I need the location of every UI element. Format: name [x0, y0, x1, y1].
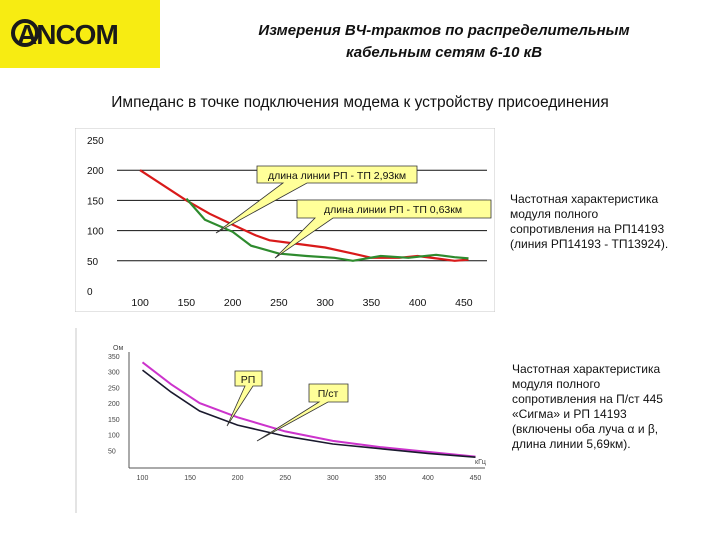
- logo-ring: [11, 19, 39, 47]
- chart-2-svg: Ом кГц 350 300 250 200 150 100 50 100 150 200 250 3…: [75, 328, 486, 513]
- x-tick-label: 450: [470, 475, 482, 482]
- impedance-chart-1: 250 200 150 100 50 0 100 150 200 250 300 350 400 450…: [74, 127, 496, 317]
- caption-2-line: модуля полного: [512, 377, 601, 391]
- x-tick-label: 350: [375, 475, 387, 482]
- x-tick-label: 400: [409, 297, 427, 309]
- y-tick-label: 50: [108, 448, 116, 455]
- chart-2-caption: Частотная характеристика модуля полного …: [512, 362, 663, 452]
- callout-shape: [256, 383, 349, 442]
- x-tick-label: 300: [316, 297, 334, 309]
- y-tick-label: 0: [87, 287, 93, 298]
- x-tick-label: 150: [178, 297, 196, 309]
- x-tick-label: 150: [184, 475, 196, 482]
- series-line-rp: [142, 369, 476, 458]
- y-tick-label: 150: [87, 196, 104, 207]
- series-line-0-63km: [185, 197, 469, 262]
- y-tick-label: 200: [108, 401, 120, 408]
- title-line-1: Измерения ВЧ-трактов по распределительны…: [258, 22, 630, 39]
- y-tick-label: 100: [108, 433, 120, 440]
- chart-1-caption: Частотная характеристика модуля полного …: [510, 192, 668, 252]
- y-tick-label: 100: [87, 227, 104, 238]
- x-tick-label: 300: [327, 475, 339, 482]
- x-tick-label: 200: [232, 475, 244, 482]
- logo-text: ANCOM: [17, 19, 118, 50]
- caption-1-line: сопротивления на РП14193: [510, 222, 665, 236]
- caption-2-line: (включены оба луча α и β,: [512, 422, 659, 436]
- caption-1-line: Частотная характеристика: [510, 192, 659, 206]
- callout-shape: [215, 165, 418, 234]
- callout-label: РП: [241, 374, 256, 386]
- y-tick-label: 300: [108, 370, 120, 377]
- caption-1-line: модуля полного: [510, 207, 599, 221]
- y-tick-label: 250: [108, 385, 120, 392]
- y-unit-label: Ом: [113, 345, 123, 352]
- ancom-logo: ANCOM: [0, 0, 160, 68]
- caption-1-line: (линия РП14193 - ТП13924).: [510, 237, 669, 251]
- caption-2-line: Частотная характеристика: [512, 362, 661, 376]
- x-tick-label: 400: [422, 475, 434, 482]
- x-tick-label: 200: [224, 297, 242, 309]
- x-tick-label: 250: [270, 297, 288, 309]
- x-unit-label: кГц: [475, 459, 486, 466]
- chart-1-frame: [74, 127, 496, 313]
- y-tick-label: 350: [108, 354, 120, 361]
- caption-2-line: длина линии 5,69км).: [512, 437, 631, 451]
- chart-1-svg: 250 200 150 100 50 0 100 150 200 250 300 350 400 450…: [74, 127, 496, 313]
- caption-2-line: «Сигма» и РП 14193: [512, 407, 627, 421]
- callout-label: длина линии РП - ТП 2,93км: [268, 170, 406, 182]
- x-tick-label: 100: [131, 297, 149, 309]
- x-tick-label: 100: [137, 475, 149, 482]
- callout-shape: [226, 370, 263, 427]
- title-line-2: кабельным сетям 6-10 кВ: [345, 44, 543, 61]
- callout-label: П/ст: [318, 388, 339, 400]
- y-tick-label: 150: [108, 417, 120, 424]
- x-tick-label: 350: [363, 297, 381, 309]
- impedance-chart-2: Ом кГц 350 300 250 200 150 100 50 100 150 200 250 3…: [75, 328, 495, 518]
- y-tick-label: 200: [87, 166, 104, 177]
- series-line-2-93km: [139, 169, 469, 262]
- x-tick-label: 450: [455, 297, 473, 309]
- caption-2-line: сопротивления на П/ст 445: [512, 392, 663, 406]
- y-tick-label: 250: [87, 136, 104, 147]
- callout-label: длина линии РП - ТП 0,63км: [324, 204, 462, 216]
- callout-shape: [274, 199, 492, 259]
- series-line-pst: [141, 361, 476, 458]
- x-tick-label: 250: [279, 475, 291, 482]
- page-subtitle: Импеданс в точке подключения модема к ус…: [111, 94, 609, 111]
- y-tick-label: 50: [87, 257, 99, 268]
- page-title: Измерения ВЧ-трактов по распределительны…: [168, 20, 720, 64]
